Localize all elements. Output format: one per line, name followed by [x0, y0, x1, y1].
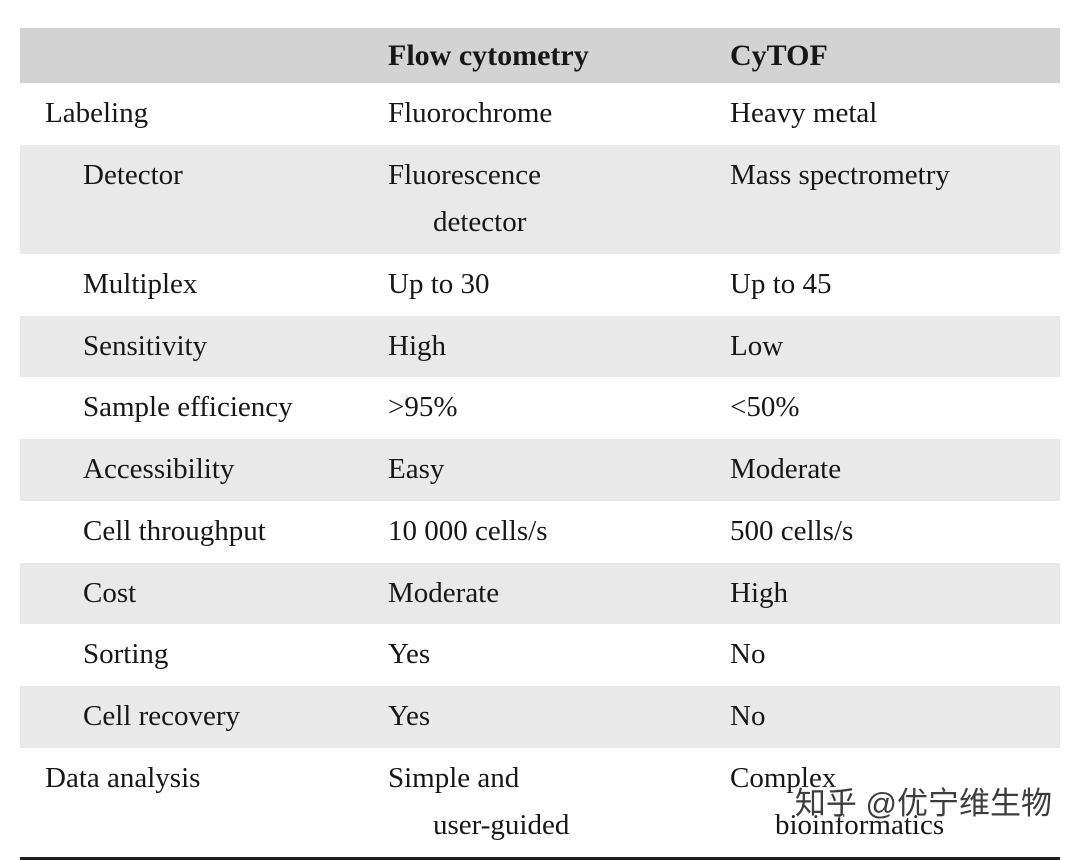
column-header-flow-cytometry: Flow cytometry [388, 39, 589, 72]
table-cell: 500 cells/s [730, 514, 854, 547]
table-cell: >95% [388, 391, 458, 424]
table-row-sensitivity: Sensitivity High Low [20, 315, 1060, 378]
row-label: Accessibility [83, 453, 235, 486]
table-cell: Simple and user-guided [388, 748, 730, 857]
row-label: Sorting [83, 638, 169, 671]
table-cell: Yes [388, 699, 431, 732]
cell-line-1: Simple and [388, 761, 520, 794]
table-row-labeling: Labeling Fluorochrome Heavy metal [20, 83, 1060, 145]
table-cell: High [388, 329, 446, 362]
table-row-sorting: Sorting Yes No [20, 624, 1060, 686]
watermark: 知乎 @优宁维生物 [794, 786, 1052, 821]
table-cell: <50% [730, 391, 800, 424]
table-cell: Complex bioinformatics [730, 748, 1060, 857]
table-cell: 10 000 cells/s [388, 514, 548, 547]
table-row-cost: Cost Moderate High [20, 562, 1060, 625]
row-label: Cost [83, 576, 137, 609]
row-label: Cell recovery [83, 699, 241, 732]
table-cell: Yes [388, 638, 431, 671]
table-cell: No [730, 699, 766, 732]
table-cell: Up to 30 [388, 268, 490, 301]
cell-line-1: Complex [730, 761, 837, 794]
cell-line-2: detector [433, 206, 527, 239]
table-cell: High [730, 576, 788, 609]
table-header-row: Flow cytometry CyTOF [20, 28, 1060, 83]
column-header-blank [20, 28, 388, 44]
table-cell: Moderate [388, 576, 500, 609]
table-cell: Easy [388, 453, 445, 486]
table-cell: Low [730, 329, 784, 362]
column-header-cytof: CyTOF [730, 39, 828, 72]
row-label: Cell throughput [83, 514, 266, 547]
table-cell: Fluorescence detector [388, 145, 730, 254]
table-row-data-analysis: Data analysis Simple and user-guided Com… [20, 748, 1060, 857]
row-label: Sensitivity [83, 329, 208, 362]
table-row-multiplex: Multiplex Up to 30 Up to 45 [20, 254, 1060, 316]
table-row-detector: Detector Fluorescence detector Mass spec… [20, 144, 1060, 255]
row-label: Labeling [45, 97, 149, 129]
table-cell: Up to 45 [730, 268, 832, 301]
row-label: Detector [83, 158, 183, 191]
cell-line-1: Fluorescence [388, 158, 541, 191]
table-row-sample-efficiency: Sample efficiency >95% <50% [20, 377, 1060, 439]
table-row-cell-throughput: Cell throughput 10 000 cells/s 500 cells… [20, 501, 1060, 563]
table-cell: Mass spectrometry [730, 158, 950, 191]
cell-line-2: bioinformatics [775, 809, 945, 842]
table-cell: Fluorochrome [388, 97, 553, 129]
table-row-cell-recovery: Cell recovery Yes No [20, 685, 1060, 748]
table-cell: Moderate [730, 453, 842, 486]
row-label: Multiplex [83, 268, 198, 301]
row-label: Sample efficiency [83, 391, 293, 424]
table-cell: No [730, 638, 766, 671]
comparison-table: Flow cytometry CyTOF Labeling Fluorochro… [20, 28, 1060, 860]
table-row-accessibility: Accessibility Easy Moderate [20, 439, 1060, 501]
table-cell: Heavy metal [730, 97, 878, 129]
row-label: Data analysis [45, 761, 201, 794]
cell-line-2: user-guided [433, 809, 570, 842]
